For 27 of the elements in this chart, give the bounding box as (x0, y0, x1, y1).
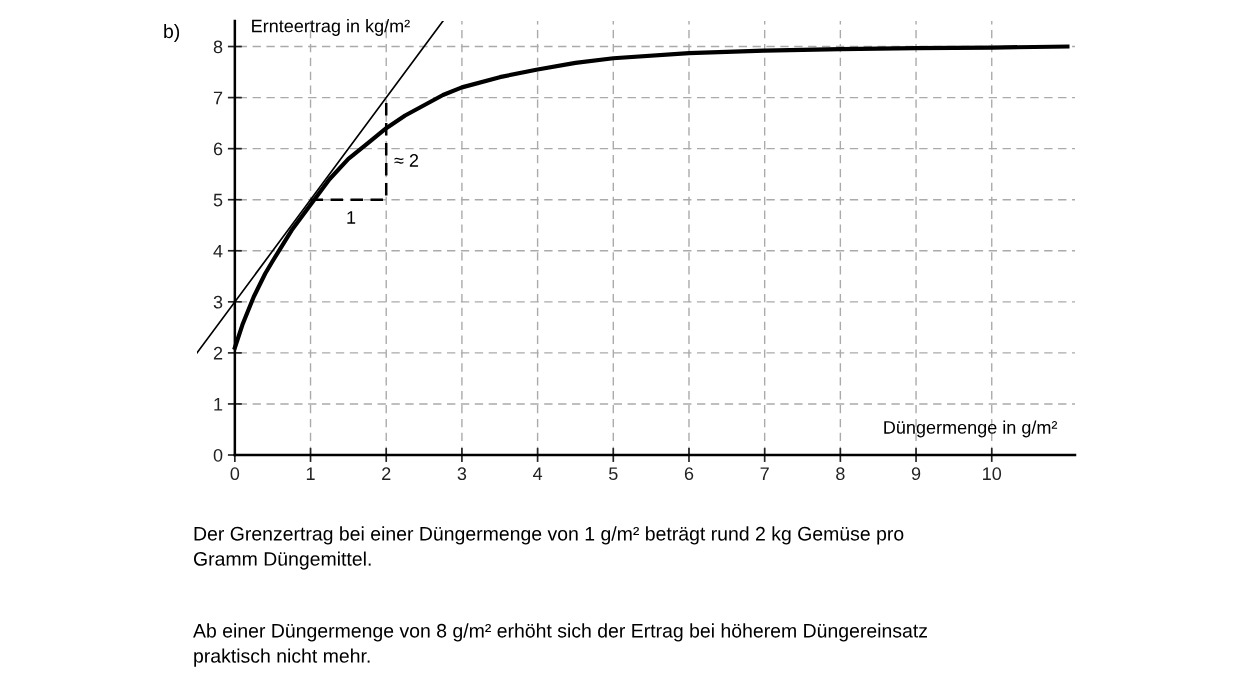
x-tick-label: 2 (382, 467, 391, 480)
x-tick-label: 1 (306, 467, 315, 480)
y-tick-label: 5 (213, 193, 223, 207)
x-tick-label: 10 (983, 467, 1002, 481)
y-tick-label: 3 (213, 295, 223, 309)
y-tick-label: 8 (213, 40, 223, 54)
x-tick-label: 9 (911, 467, 921, 481)
y-tick-label: 0 (213, 448, 223, 462)
y-tick-label: 1 (214, 398, 223, 411)
y-tick-label: 2 (213, 346, 223, 360)
y-tick-label: 7 (213, 91, 223, 105)
x-tick-label: 5 (608, 467, 618, 481)
text: b) (164, 23, 180, 43)
x-tick-label: 6 (684, 467, 694, 481)
text: Ab einer Düngermenge von 8 g/m² erhöht sich der Ertrag bei höherem Düngereinsatz praktisch nicht mehr. (193, 623, 927, 667)
x-axis-title: Düngermenge in g/m² (884, 420, 1058, 438)
text: Der Grenzertrag bei einer Düngermenge von 1 g/m² beträgt rund 2 kg Gemüse pro Gramm Düngemittel. (193, 526, 904, 570)
y-tick-label: 6 (213, 142, 223, 156)
annotation: 1 (347, 211, 356, 224)
x-tick-label: 7 (760, 467, 769, 480)
y-axis-title: Ernteertrag in kg/m² (252, 19, 410, 36)
x-tick-label: 3 (457, 467, 467, 481)
annotation: ≈ 2 (394, 154, 419, 167)
x-tick-label: 8 (836, 467, 845, 481)
y-tick-label: 4 (213, 244, 223, 258)
x-tick-label: 4 (533, 467, 543, 480)
x-tick-label: 0 (230, 467, 240, 481)
